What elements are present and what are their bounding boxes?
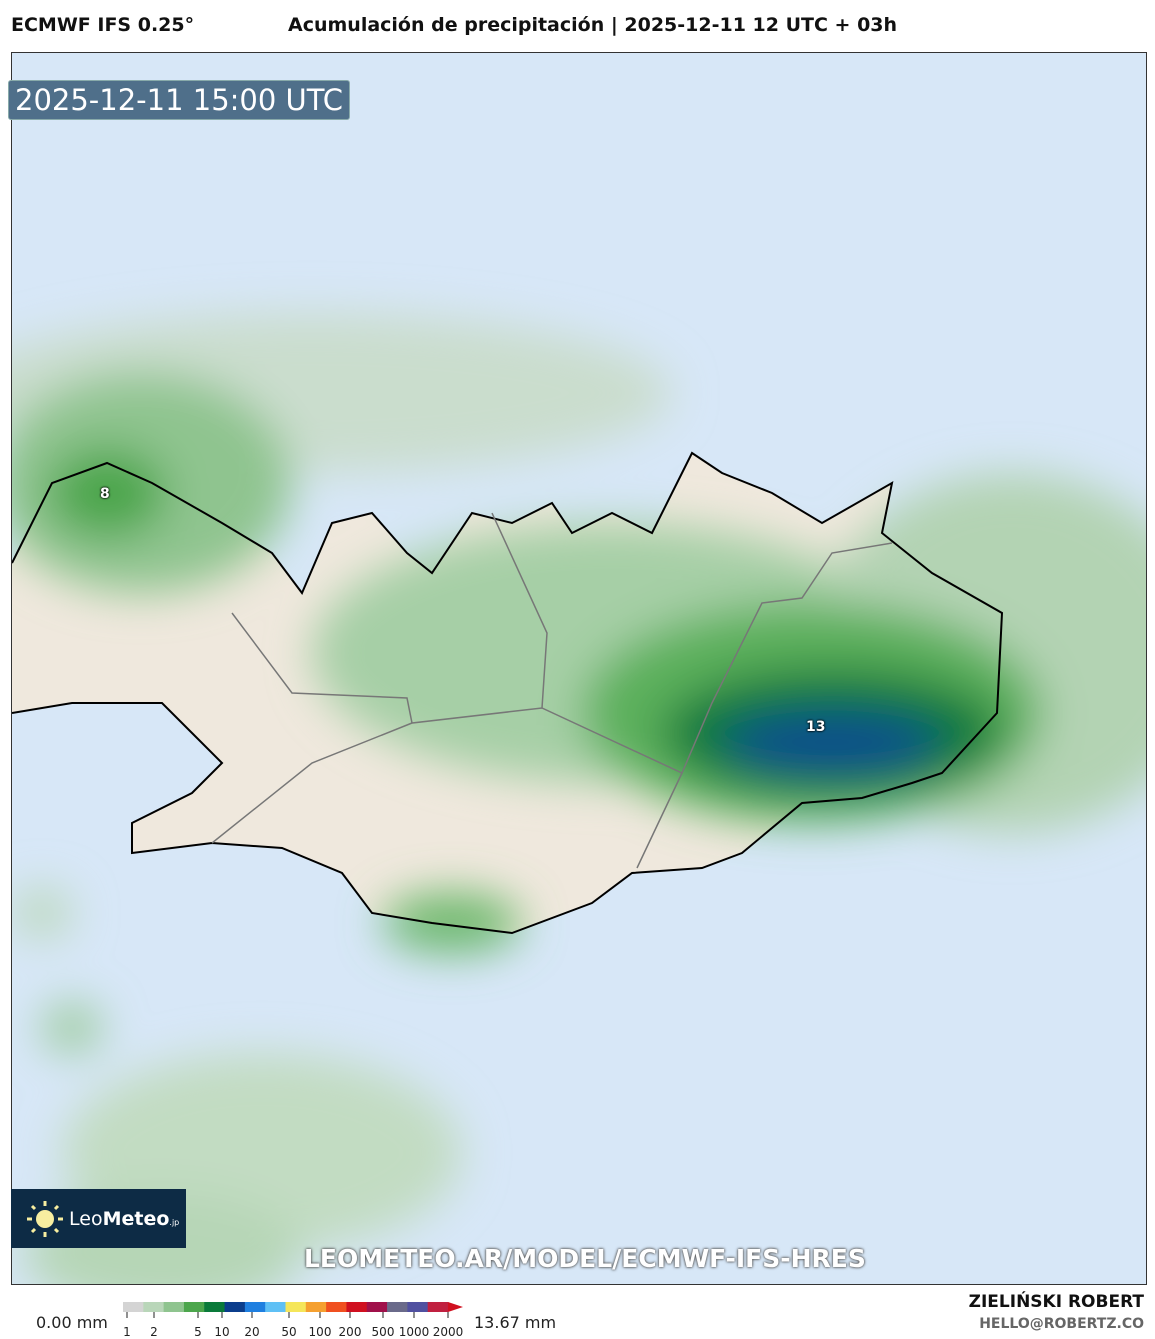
map-canvas [12,313,1146,1284]
colorbar-tick: 100 [308,1325,332,1339]
colorbar-tick: 20 [244,1325,260,1339]
max-label-west: 8 [100,486,110,502]
colorbar-extend-arrow [448,1302,463,1312]
colorbar-segment [265,1302,286,1312]
colorbar-tick: 2 [150,1325,158,1339]
colorbar-segment [326,1302,347,1312]
colorbar-segment [285,1302,307,1312]
colorbar-tick: 50 [281,1325,297,1339]
colorbar-segment [407,1302,429,1312]
colorbar-segment [346,1302,368,1312]
precip-field [12,313,1146,1284]
colorbar-segment [123,1302,144,1312]
colorbar-max-label: 13.67 mm [474,1313,557,1332]
colorbar-segment [163,1302,185,1312]
colorbar-tick: 200 [338,1325,362,1339]
colorbar-segment [224,1302,246,1312]
leometeo-logo[interactable]: LeoMeteo.jp [11,1189,186,1248]
logo-text-light: Leo [69,1207,103,1230]
coastline [12,451,1004,935]
colorbar-segment [244,1302,266,1312]
precipitation-map[interactable]: 8 13 [11,52,1147,1285]
author-email[interactable]: HELLO@ROBERTZ.CO [979,1316,1144,1332]
colorbar-segment [183,1302,205,1312]
colorbar-tick: 1000 [398,1325,430,1339]
colorbar-segment [427,1302,449,1312]
max-label-east: 13 [806,719,826,735]
colorbar-segment [143,1302,165,1312]
region-borders [211,512,893,869]
colorbar-segment [204,1302,226,1312]
logo-text-bold: Meteo [102,1207,170,1230]
colorbar-tick: 1 [123,1325,131,1339]
colorbar-min-label: 0.00 mm [36,1313,108,1332]
logo-suffix: .jp [169,1217,180,1227]
valid-time-stamp: 2025-12-11 15:00 UTC [8,80,351,120]
colorbar-segment [305,1302,327,1312]
colorbar-segment [366,1302,388,1312]
colorbar-tick: 10 [214,1325,230,1339]
colorbar-tick: 500 [371,1325,395,1339]
colorbar-tick: 2000 [432,1325,464,1339]
watermark-url: LEOMETEO.AR/MODEL/ECMWF-IFS-HRES [304,1244,866,1273]
colorbar [123,1302,463,1318]
model-name: ECMWF IFS 0.25° [11,14,195,36]
colorbar-segment [387,1302,408,1312]
author-name: ZIELIŃSKI ROBERT [968,1292,1144,1312]
map-title: Acumulación de precipitación | 2025-12-1… [288,14,898,36]
colorbar-tick: 5 [194,1325,202,1339]
sun-icon [27,1200,63,1237]
